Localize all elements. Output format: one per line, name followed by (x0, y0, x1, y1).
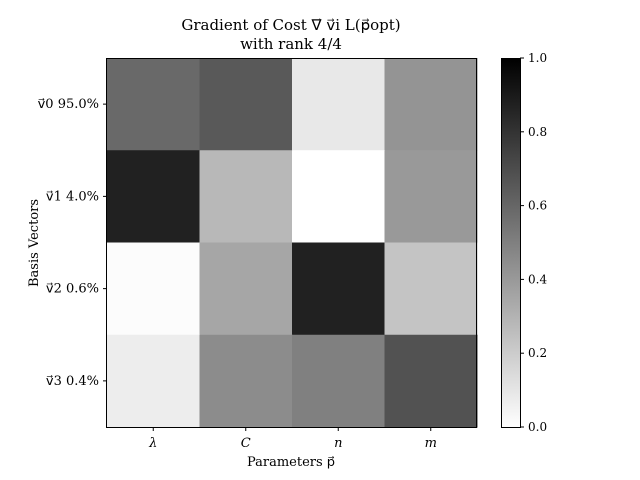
colorbar-tick-label: 0.6 (528, 199, 547, 213)
heatmap-cell (292, 58, 386, 151)
heatmap-cells (107, 58, 478, 428)
heatmap-cell (292, 242, 386, 336)
chart-title-line1: Gradient of Cost ∇⃗ v⃗i L(p⃗opt) (181, 16, 400, 34)
heatmap-cell (107, 150, 201, 244)
colorbar-tick-label: 0.0 (528, 420, 547, 434)
chart-title-line2: with rank 4/4 (240, 35, 342, 53)
x-tick-label: λ (148, 436, 157, 451)
colorbar-tick-label: 1.0 (528, 51, 547, 65)
y-tick-label: v⃗1 4.0% (46, 189, 99, 204)
y-tick-label: v⃗2 0.6% (46, 282, 99, 297)
x-tick-label: m (425, 436, 437, 451)
heatmap-cell (384, 334, 478, 428)
colorbar-tick-label: 0.4 (528, 272, 547, 286)
colorbar (502, 58, 520, 427)
heatmap-cell (107, 242, 201, 336)
heatmap-cell (384, 242, 478, 336)
heatmap-cell (384, 150, 478, 244)
heatmap-cell (199, 150, 293, 244)
colorbar-tick-label: 0.2 (528, 346, 547, 360)
y-axis: v⃗0 95.0% v⃗1 4.0% v⃗2 0.6% v⃗3 0.4% (38, 97, 107, 389)
heatmap-cell (107, 334, 201, 428)
colorbar-ticks: 0.0 0.2 0.4 0.6 0.8 1.0 (520, 51, 547, 434)
y-tick-label: v⃗0 95.0% (38, 97, 99, 112)
x-axis-label: Parameters p⃗ (247, 455, 335, 470)
heatmap-cell (384, 58, 478, 151)
heatmap-cell (199, 334, 293, 428)
y-axis-label: Basis Vectors (27, 199, 42, 287)
x-tick-label: C (241, 436, 251, 451)
plot-frame (106, 58, 477, 428)
heatmap-cell (292, 150, 386, 244)
heatmap-cell (199, 58, 293, 151)
heatmap-cell (107, 58, 201, 151)
heatmap-cell (292, 334, 386, 428)
colorbar-frame (501, 58, 521, 428)
y-tick-label: v⃗3 0.4% (46, 374, 99, 389)
colorbar-tick-label: 0.8 (528, 125, 547, 139)
heatmap-cell (199, 242, 293, 336)
x-tick-label: n (334, 436, 342, 451)
